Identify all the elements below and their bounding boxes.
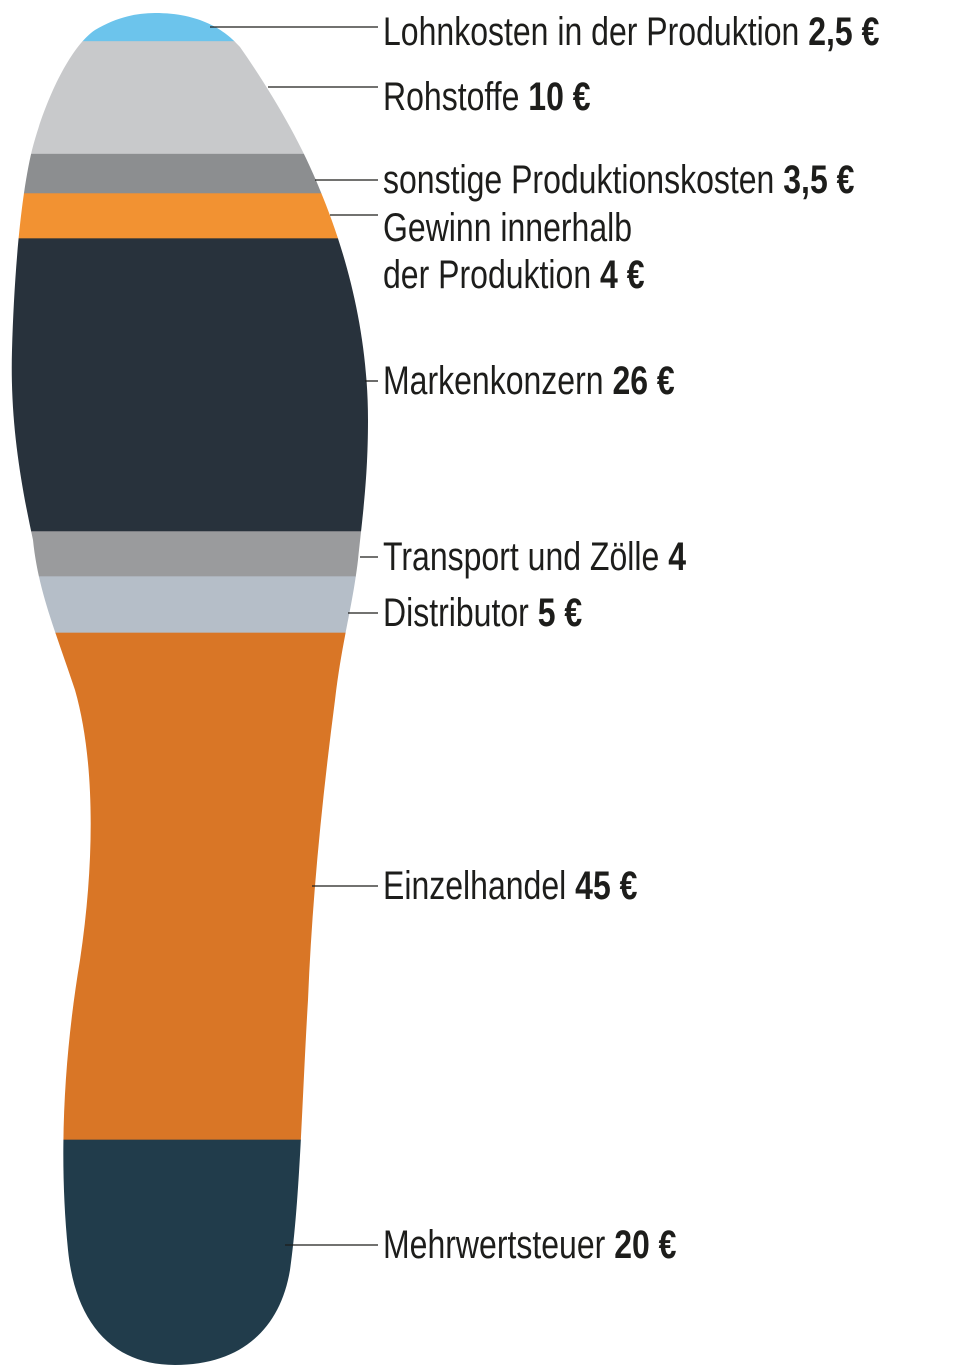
segment-label: Gewinn innerhalb der Produktion 4 € <box>383 205 645 299</box>
category-label: Lohnkosten in der Produktion <box>383 10 799 54</box>
category-label: Rohstoffe <box>383 75 519 119</box>
stack-segment <box>0 1140 400 1366</box>
category-label: Mehrwertsteuer <box>383 1223 605 1267</box>
stack-segment <box>0 154 400 194</box>
segment-label: Einzelhandel 45 € <box>383 863 637 910</box>
segment-label: Rohstoffe 10 € <box>383 74 591 121</box>
value-label: 26 € <box>612 359 674 403</box>
value-label: 20 € <box>614 1223 676 1267</box>
value-label: 45 € <box>575 864 637 908</box>
category-label: Einzelhandel <box>383 864 566 908</box>
stack-segment <box>0 41 400 154</box>
value-label: 5 € <box>538 591 582 635</box>
value-label: 4 € <box>600 253 644 297</box>
value-label: 2,5 € <box>808 10 879 54</box>
stack-segment <box>0 238 400 531</box>
stack-segment <box>0 531 400 577</box>
segment-label: Mehrwertsteuer 20 € <box>383 1222 676 1269</box>
chart: Lohnkosten in der Produktion 2,5 € Rohsto… <box>0 0 967 1367</box>
value-label: 3,5 € <box>783 158 854 202</box>
segment-label: sonstige Produktionskosten 3,5 € <box>383 157 854 204</box>
category-label: Distributor <box>383 591 529 635</box>
category-label: Markenkonzern <box>383 359 604 403</box>
segment-label: Distributor 5 € <box>383 590 582 637</box>
value-label: 10 € <box>528 75 590 119</box>
category-label: Gewinn innerhalb der Produktion <box>383 206 632 297</box>
category-label: sonstige Produktionskosten <box>383 158 774 202</box>
segment-label: Lohnkosten in der Produktion 2,5 € <box>383 9 879 56</box>
segment-label: Transport und Zölle 4 <box>383 534 686 581</box>
stack-segment <box>0 193 400 239</box>
category-label: Transport und Zölle <box>383 535 659 579</box>
sole-shape <box>0 13 400 1366</box>
stack-segment <box>0 576 400 633</box>
segment-label: Markenkonzern 26 € <box>383 358 675 405</box>
value-label: 4 <box>668 535 686 579</box>
